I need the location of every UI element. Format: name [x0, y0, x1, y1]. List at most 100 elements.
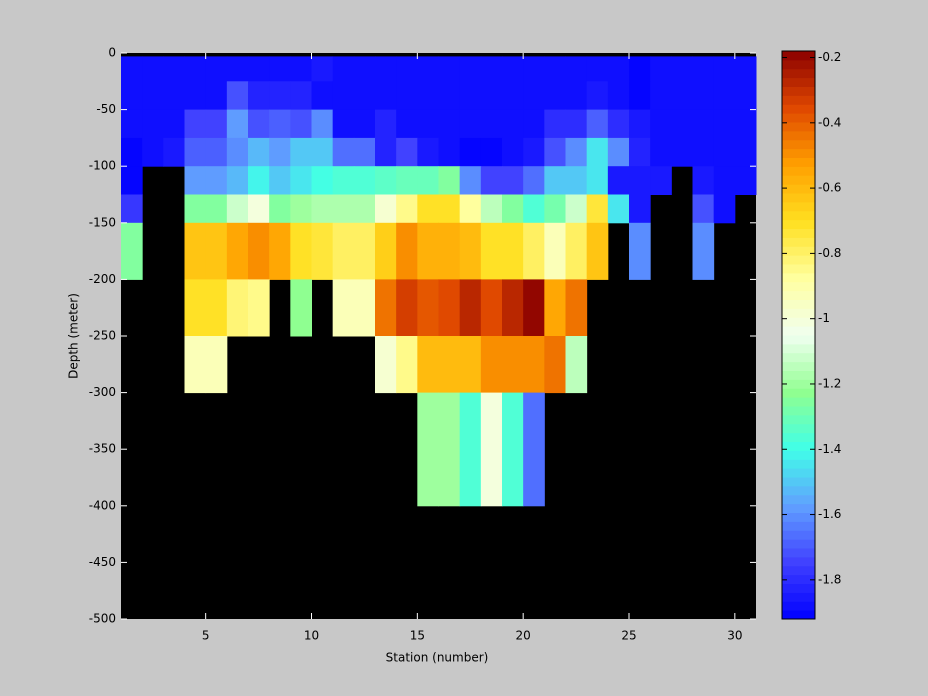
heatmap-cell: [184, 137, 207, 167]
colorbar-band: [782, 77, 815, 87]
heatmap-cell: [417, 194, 439, 224]
colorbar-band: [782, 352, 815, 363]
heatmap-cell: [671, 137, 693, 167]
colorbar-band: [782, 397, 815, 407]
colorbar-band: [782, 556, 815, 567]
heatmap-cell: [121, 166, 143, 195]
heatmap-cell: [311, 194, 334, 224]
colorbar-tick-label: -1: [818, 311, 830, 325]
heatmap-cell: [480, 392, 503, 507]
heatmap-cell: [184, 109, 207, 139]
heatmap-cell: [502, 137, 524, 167]
heatmap-cell: [163, 109, 185, 139]
colorbar-band: [782, 113, 815, 123]
heatmap-cell: [565, 81, 588, 111]
heatmap-cell: [565, 222, 588, 280]
heatmap-cell: [671, 56, 693, 82]
colorbar-tick-label: -0.2: [818, 50, 841, 64]
heatmap-cell: [671, 109, 693, 139]
heatmap-cell: [375, 81, 397, 111]
heatmap-cell: [438, 194, 461, 224]
heatmap-cell: [629, 109, 651, 139]
y-axis-label: Depth (meter): [67, 293, 81, 379]
colorbar-band: [782, 343, 815, 354]
heatmap-cell: [734, 56, 757, 82]
heatmap-cell: [502, 279, 524, 337]
heatmap-cell: [205, 166, 228, 195]
heatmap-cell: [713, 109, 736, 139]
colorbar-band: [782, 246, 815, 256]
heatmap-cell: [332, 222, 355, 280]
x-tick-label: 15: [410, 629, 425, 643]
heatmap-cell: [332, 109, 355, 139]
heatmap-cell: [438, 166, 461, 195]
heatmap-cell: [226, 194, 249, 224]
heatmap-cell: [121, 109, 143, 139]
heatmap-cell: [607, 194, 630, 224]
heatmap-cell: [523, 279, 545, 337]
heatmap-cell: [459, 109, 482, 139]
heatmap-cell: [459, 222, 482, 280]
colorbar-band: [782, 148, 815, 158]
heatmap-cell: [353, 137, 376, 167]
heatmap-cell: [121, 222, 143, 280]
heatmap-cell: [121, 56, 143, 82]
heatmap-cell: [248, 56, 270, 82]
heatmap-cell: [269, 81, 291, 111]
heatmap-cell: [184, 336, 207, 394]
heatmap-cell: [396, 166, 418, 195]
colorbar-tick-label: -1.2: [818, 376, 841, 390]
heatmap-cell: [586, 194, 609, 224]
heatmap-cell: [586, 109, 609, 139]
heatmap-cell: [248, 279, 270, 337]
colorbar-band: [782, 565, 815, 576]
heatmap-cell: [205, 279, 228, 337]
colorbar-band: [782, 210, 815, 221]
colorbar-band: [782, 370, 815, 380]
colorbar-band: [782, 255, 815, 265]
heatmap-cell: [544, 56, 566, 82]
heatmap-cell: [734, 81, 757, 111]
heatmap-cell: [248, 81, 270, 111]
colorbar-tick-label: -1.4: [818, 442, 841, 456]
colorbar-band: [782, 122, 815, 132]
colorbar-band: [782, 219, 815, 229]
heatmap-cell: [353, 56, 376, 82]
heatmap-cell: [290, 194, 312, 224]
heatmap-cell: [459, 392, 482, 507]
heatmap-cell: [396, 56, 418, 82]
heatmap-cell: [565, 166, 588, 195]
colorbar-band: [782, 166, 815, 176]
y-tick-label: -500: [89, 612, 116, 626]
heatmap-cell: [311, 109, 334, 139]
heatmap-cell: [205, 56, 228, 82]
heatmap-cell: [226, 166, 249, 195]
heatmap-cell: [396, 222, 418, 280]
colorbar-tick-label: -0.4: [818, 115, 841, 129]
heatmap-cell: [629, 56, 651, 82]
heatmap-cell: [502, 56, 524, 82]
colorbar-band: [782, 539, 815, 549]
heatmap-cell: [269, 194, 291, 224]
colorbar-band: [782, 326, 815, 336]
colorbar-band: [782, 477, 815, 487]
colorbar-band: [782, 601, 815, 611]
heatmap-cell: [523, 336, 545, 394]
colorbar-band: [782, 175, 815, 185]
heatmap-cell: [438, 222, 461, 280]
heatmap-cell: [523, 166, 545, 195]
heatmap-cell: [396, 81, 418, 111]
heatmap-cell: [523, 109, 545, 139]
heatmap-cell: [417, 81, 439, 111]
colorbar-band: [782, 406, 815, 416]
heatmap-cell: [226, 137, 249, 167]
colorbar-band: [782, 414, 815, 425]
colorbar-band: [782, 68, 815, 79]
heatmap-cell: [290, 109, 312, 139]
heatmap-cell: [353, 222, 376, 280]
heatmap-cell: [311, 137, 334, 167]
heatmap-cell: [417, 56, 439, 82]
heatmap-cell: [480, 279, 503, 337]
heatmap-cell: [544, 109, 566, 139]
heatmap-cell: [417, 109, 439, 139]
